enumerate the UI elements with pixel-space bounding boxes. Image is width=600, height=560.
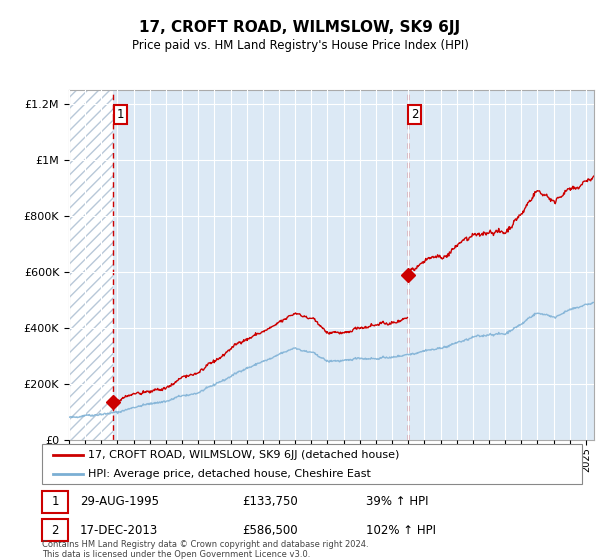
- Text: HPI: Average price, detached house, Cheshire East: HPI: Average price, detached house, Ches…: [88, 469, 371, 478]
- Text: 17, CROFT ROAD, WILMSLOW, SK9 6JJ (detached house): 17, CROFT ROAD, WILMSLOW, SK9 6JJ (detac…: [88, 450, 399, 460]
- Text: Price paid vs. HM Land Registry's House Price Index (HPI): Price paid vs. HM Land Registry's House …: [131, 39, 469, 52]
- Text: £133,750: £133,750: [242, 496, 298, 508]
- FancyBboxPatch shape: [42, 520, 68, 541]
- Text: Contains HM Land Registry data © Crown copyright and database right 2024.
This d: Contains HM Land Registry data © Crown c…: [42, 540, 368, 559]
- Text: 17, CROFT ROAD, WILMSLOW, SK9 6JJ: 17, CROFT ROAD, WILMSLOW, SK9 6JJ: [139, 20, 461, 35]
- Text: 39% ↑ HPI: 39% ↑ HPI: [366, 496, 428, 508]
- Text: 102% ↑ HPI: 102% ↑ HPI: [366, 524, 436, 536]
- Text: 1: 1: [116, 108, 124, 122]
- FancyBboxPatch shape: [42, 491, 68, 513]
- Bar: [69, 90, 113, 440]
- Text: 1: 1: [51, 496, 59, 508]
- Text: £586,500: £586,500: [242, 524, 298, 536]
- Text: 2: 2: [51, 524, 59, 536]
- FancyBboxPatch shape: [42, 444, 582, 484]
- Text: 29-AUG-1995: 29-AUG-1995: [80, 496, 159, 508]
- Text: 17-DEC-2013: 17-DEC-2013: [80, 524, 158, 536]
- Text: 2: 2: [411, 108, 418, 122]
